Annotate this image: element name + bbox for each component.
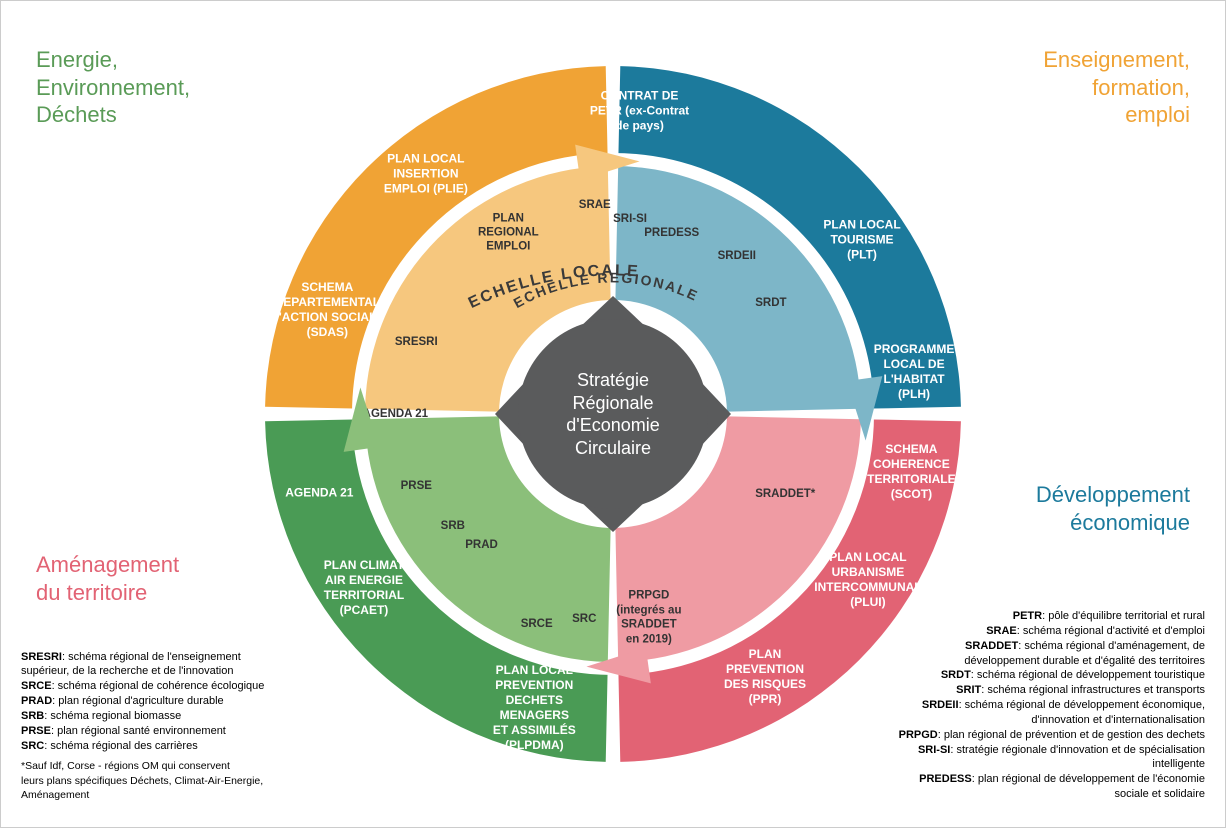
arc-labels-svg: ECHELLE LOCALE ECHELLE REGIONALE bbox=[253, 54, 973, 774]
glossary-entry: SRC: schéma régional des carrières bbox=[21, 739, 281, 754]
glossary-entry: PRSE: plan régional santé environnement bbox=[21, 724, 281, 739]
glossary-entry: SRB: schéma regional biomasse bbox=[21, 709, 281, 724]
corner-label-energie: Energie,Environnement,Déchets bbox=[36, 46, 190, 129]
glossary-left: SRESRI: schéma régional de l'enseignemen… bbox=[21, 650, 281, 802]
glossary-entry: SRIT: schéma régional infrastructures et… bbox=[895, 683, 1205, 698]
glossary-entry: SRAE: schéma régional d'activité et d'em… bbox=[895, 624, 1205, 639]
glossary-entry: SRDT: schéma régional de développement t… bbox=[895, 668, 1205, 683]
corner-label-amenagement: Aménagementdu territoire bbox=[36, 551, 179, 606]
glossary-entry: PRPGD: plan régional de prévention et de… bbox=[895, 728, 1205, 743]
glossary-entry: SRADDET: schéma régional d'aménagement, … bbox=[895, 639, 1205, 669]
glossary-entry: SRCE: schéma régional de cohérence écolo… bbox=[21, 679, 281, 694]
glossary-right: PETR: pôle d'équilibre territorial et ru… bbox=[895, 609, 1205, 802]
corner-label-developpement: Développementéconomique bbox=[1036, 481, 1190, 536]
footnote-left: *Sauf Idf, Corse - régions OM qui conser… bbox=[21, 759, 281, 802]
glossary-entry: PREDESS: plan régional de développement … bbox=[895, 772, 1205, 802]
corner-label-enseignement: Enseignement,formation,emploi bbox=[1043, 46, 1190, 129]
circular-strategy-diagram: StratégieRégionaled'EconomieCirculaire E… bbox=[253, 54, 973, 774]
glossary-entry: SRESRI: schéma régional de l'enseignemen… bbox=[21, 650, 281, 680]
glossary-entry: SRI-SI: stratégie régionale d'innovation… bbox=[895, 743, 1205, 773]
glossary-entry: SRDEII: schéma régional de développement… bbox=[895, 698, 1205, 728]
glossary-entry: PETR: pôle d'équilibre territorial et ru… bbox=[895, 609, 1205, 624]
glossary-entry: PRAD: plan régional d'agriculture durabl… bbox=[21, 694, 281, 709]
